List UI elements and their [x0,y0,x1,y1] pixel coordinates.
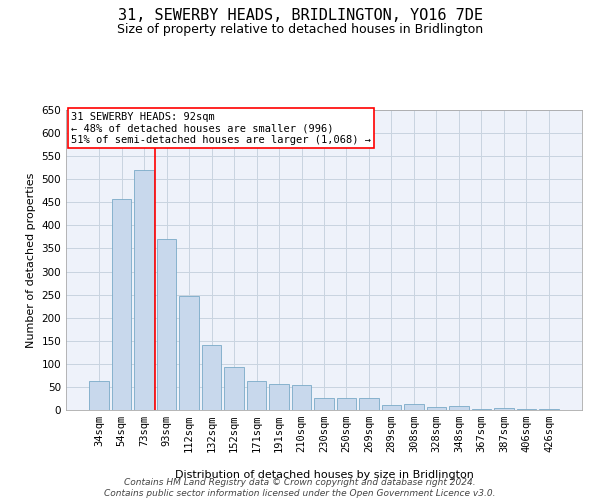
Text: Size of property relative to detached houses in Bridlington: Size of property relative to detached ho… [117,22,483,36]
Bar [134,170,154,410]
Bar [89,382,109,410]
Bar [112,198,131,410]
Text: Distribution of detached houses by size in Bridlington: Distribution of detached houses by size … [175,470,473,480]
Bar [202,346,221,410]
Bar [157,239,176,410]
Bar [314,398,334,410]
Bar [427,407,446,410]
Bar [382,405,401,410]
Bar [247,382,266,410]
Text: Contains HM Land Registry data © Crown copyright and database right 2024.
Contai: Contains HM Land Registry data © Crown c… [104,478,496,498]
Bar [404,404,424,410]
Bar [517,408,536,410]
Text: 31 SEWERBY HEADS: 92sqm
← 48% of detached houses are smaller (996)
51% of semi-d: 31 SEWERBY HEADS: 92sqm ← 48% of detache… [71,112,371,144]
Bar [539,408,559,410]
Bar [449,406,469,410]
Y-axis label: Number of detached properties: Number of detached properties [26,172,36,348]
Text: 31, SEWERBY HEADS, BRIDLINGTON, YO16 7DE: 31, SEWERBY HEADS, BRIDLINGTON, YO16 7DE [118,8,482,22]
Bar [224,367,244,410]
Bar [337,398,356,410]
Bar [359,398,379,410]
Bar [494,408,514,410]
Bar [472,408,491,410]
Bar [179,296,199,410]
Bar [269,384,289,410]
Bar [292,384,311,410]
